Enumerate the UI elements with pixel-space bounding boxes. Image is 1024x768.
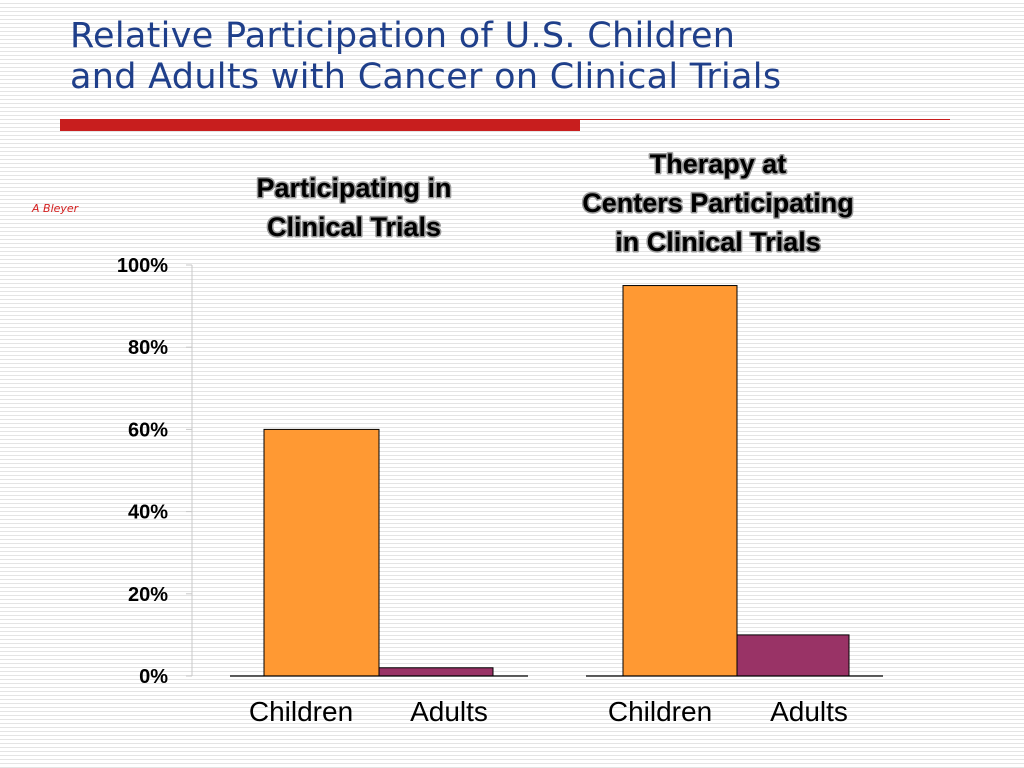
- bar-adults: [736, 634, 850, 677]
- category-label: Children: [249, 696, 353, 727]
- y-tick-label: 40%: [128, 502, 168, 524]
- y-tick-label: 80%: [128, 337, 168, 359]
- panel-title-line: in Clinical Trials: [615, 227, 821, 257]
- panel-title-line: Centers Participating: [582, 188, 854, 218]
- slide-title-line-1: Relative Participation of U.S. Children: [70, 16, 736, 56]
- title-underline-thin: [580, 119, 950, 120]
- slide-title: Relative Participation of U.S. Children …: [70, 16, 781, 98]
- category-label: Adults: [410, 696, 488, 727]
- panel-title-line: Therapy at: [650, 149, 787, 179]
- category-label: Children: [608, 696, 712, 727]
- panel-title-line: Participating in: [256, 173, 451, 203]
- y-tick-label: 100%: [117, 255, 168, 277]
- bar-children: [622, 285, 738, 677]
- bar-adults: [378, 667, 494, 677]
- bar-children: [263, 428, 380, 677]
- panel-title-line: Clinical Trials: [267, 212, 441, 242]
- slide-title-line-2: and Adults with Cancer on Clinical Trial…: [70, 57, 782, 97]
- category-label: Adults: [770, 696, 848, 727]
- title-underline-thick: [60, 119, 580, 131]
- y-tick-label: 20%: [128, 584, 168, 606]
- y-tick-label: 0%: [139, 666, 168, 688]
- credit-label: A Bleyer: [32, 202, 79, 215]
- y-tick-label: 60%: [128, 419, 168, 441]
